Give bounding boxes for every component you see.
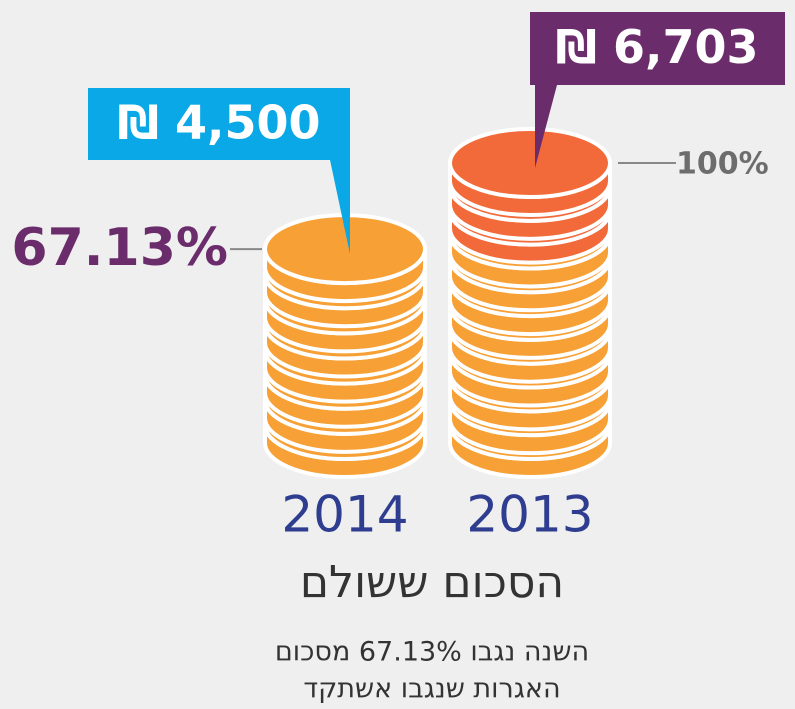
- annotation: 100%: [676, 147, 769, 182]
- value-label: ₪ 6,703: [555, 20, 758, 74]
- callout-box: [530, 12, 785, 85]
- callout-pointer: [330, 160, 350, 255]
- subtitle-line: השנה נגבו 67.13% מסכום: [275, 637, 589, 668]
- coin-stack: [448, 127, 612, 479]
- subtitle-line: האגרות שנגבו אשתקד: [303, 674, 560, 705]
- year-label: 2014: [281, 486, 408, 544]
- callout-box: [88, 88, 350, 160]
- coin-face: [448, 127, 612, 199]
- callout-pointer: [535, 85, 557, 168]
- annotation: 67.13%: [11, 218, 228, 278]
- year-label: 2013: [466, 486, 593, 544]
- coin-stack: [263, 213, 427, 479]
- value-label: ₪ 4,500: [117, 96, 320, 150]
- chart-title: הסכום ששולם: [300, 557, 564, 608]
